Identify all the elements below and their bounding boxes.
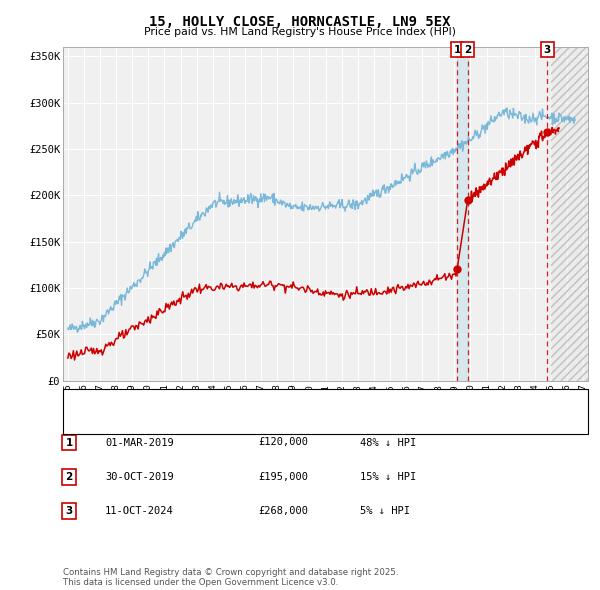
Text: Contains HM Land Registry data © Crown copyright and database right 2025.
This d: Contains HM Land Registry data © Crown c… xyxy=(63,568,398,587)
Bar xyxy=(551,47,591,381)
Text: 11-OCT-2024: 11-OCT-2024 xyxy=(105,506,174,516)
Text: 48% ↓ HPI: 48% ↓ HPI xyxy=(360,438,416,447)
Bar xyxy=(457,47,468,381)
Text: 01-MAR-2019: 01-MAR-2019 xyxy=(105,438,174,447)
Text: HPI: Average price, detached house, East Lindsey: HPI: Average price, detached house, East… xyxy=(96,417,378,426)
Text: Price paid vs. HM Land Registry's House Price Index (HPI): Price paid vs. HM Land Registry's House … xyxy=(144,27,456,37)
Text: 2: 2 xyxy=(65,472,73,481)
Text: 2: 2 xyxy=(464,45,472,55)
Text: 3: 3 xyxy=(544,45,551,55)
Text: ——: —— xyxy=(72,415,97,428)
Text: 1: 1 xyxy=(454,45,461,55)
Text: £195,000: £195,000 xyxy=(258,472,308,481)
Text: £268,000: £268,000 xyxy=(258,506,308,516)
Text: 5% ↓ HPI: 5% ↓ HPI xyxy=(360,506,410,516)
Text: 30-OCT-2019: 30-OCT-2019 xyxy=(105,472,174,481)
Text: 15% ↓ HPI: 15% ↓ HPI xyxy=(360,472,416,481)
Text: 15, HOLLY CLOSE, HORNCASTLE, LN9 5EX (detached house): 15, HOLLY CLOSE, HORNCASTLE, LN9 5EX (de… xyxy=(96,397,407,407)
Text: £120,000: £120,000 xyxy=(258,438,308,447)
Text: 1: 1 xyxy=(65,438,73,447)
Text: 3: 3 xyxy=(65,506,73,516)
Bar xyxy=(551,47,591,381)
Text: ——: —— xyxy=(72,395,97,408)
Text: 15, HOLLY CLOSE, HORNCASTLE, LN9 5EX: 15, HOLLY CLOSE, HORNCASTLE, LN9 5EX xyxy=(149,15,451,29)
